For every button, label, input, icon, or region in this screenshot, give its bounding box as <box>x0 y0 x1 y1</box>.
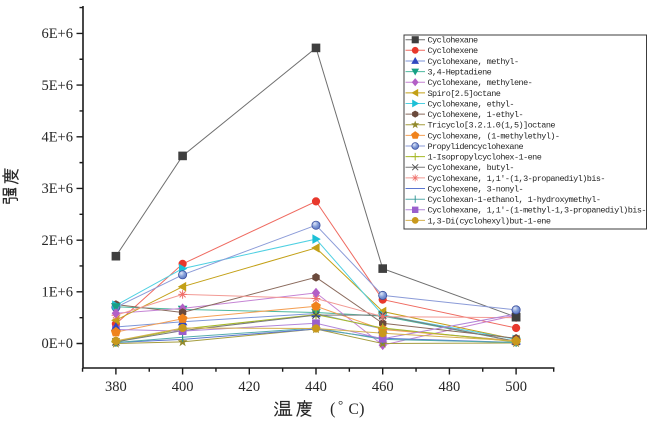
svg-text:°: ° <box>338 397 343 412</box>
svg-text:440: 440 <box>305 379 327 395</box>
svg-text:6E+6: 6E+6 <box>41 26 73 42</box>
svg-text:Cyclohexane: Cyclohexane <box>428 36 479 46</box>
svg-text:Cyclohexane, butyl-: Cyclohexane, butyl- <box>428 163 514 173</box>
svg-text:(: ( <box>330 399 336 418</box>
svg-text:Propylidencyclohexane: Propylidencyclohexane <box>428 142 524 152</box>
svg-text:3,4-Heptadiene: 3,4-Heptadiene <box>428 68 492 78</box>
svg-text:Cyclohexane, 1,1'-(1,3-propane: Cyclohexane, 1,1'-(1,3-propanediyl)bis- <box>428 174 605 184</box>
svg-text:1,3-Di(cyclohexyl)but-1-ene: 1,3-Di(cyclohexyl)but-1-ene <box>428 216 551 226</box>
svg-text:2E+6: 2E+6 <box>41 233 73 249</box>
svg-text:Cyclohexane, methyl-: Cyclohexane, methyl- <box>428 57 519 67</box>
svg-text:380: 380 <box>105 379 127 395</box>
svg-text:Cyclohexane, ethyl-: Cyclohexane, ethyl- <box>428 99 514 109</box>
svg-text:Spiro[2.5]octane: Spiro[2.5]octane <box>428 89 501 99</box>
svg-text:500: 500 <box>505 379 527 395</box>
svg-text:1-Isopropylcyclohex-1-ene: 1-Isopropylcyclohex-1-ene <box>428 153 542 163</box>
svg-text:Tricyclo[3.2.1.0(1,5)]octane: Tricyclo[3.2.1.0(1,5)]octane <box>428 121 556 131</box>
svg-text:400: 400 <box>172 379 194 395</box>
svg-text:Cyclohexene: Cyclohexene <box>428 46 479 56</box>
svg-text:420: 420 <box>238 379 260 395</box>
svg-text:4E+6: 4E+6 <box>41 130 73 146</box>
svg-text:): ) <box>359 399 365 418</box>
svg-text:Cyclohexane, (1-methylethyl)-: Cyclohexane, (1-methylethyl)- <box>428 131 560 141</box>
svg-text:Cyclohexene, 3-nonyl-: Cyclohexene, 3-nonyl- <box>428 184 524 194</box>
svg-text:1E+6: 1E+6 <box>41 285 73 301</box>
svg-text:460: 460 <box>372 379 394 395</box>
svg-text:C: C <box>349 401 359 418</box>
svg-text:Cyclohexene, 1-ethyl-: Cyclohexene, 1-ethyl- <box>428 110 524 120</box>
svg-text:Cyclohexane, 1,1'-(1-methyl-1,: Cyclohexane, 1,1'-(1-methyl-1,3-propaned… <box>428 206 646 216</box>
svg-text:Cyclohexane, methylene-: Cyclohexane, methylene- <box>428 78 533 88</box>
svg-text:Cyclohexan-1-ethanol, 1-hydrox: Cyclohexan-1-ethanol, 1-hydroxymethyl- <box>428 195 601 205</box>
svg-text:5E+6: 5E+6 <box>41 78 73 94</box>
svg-text:480: 480 <box>439 379 461 395</box>
svg-text:3E+6: 3E+6 <box>41 181 73 197</box>
svg-text:0E+0: 0E+0 <box>41 336 73 352</box>
